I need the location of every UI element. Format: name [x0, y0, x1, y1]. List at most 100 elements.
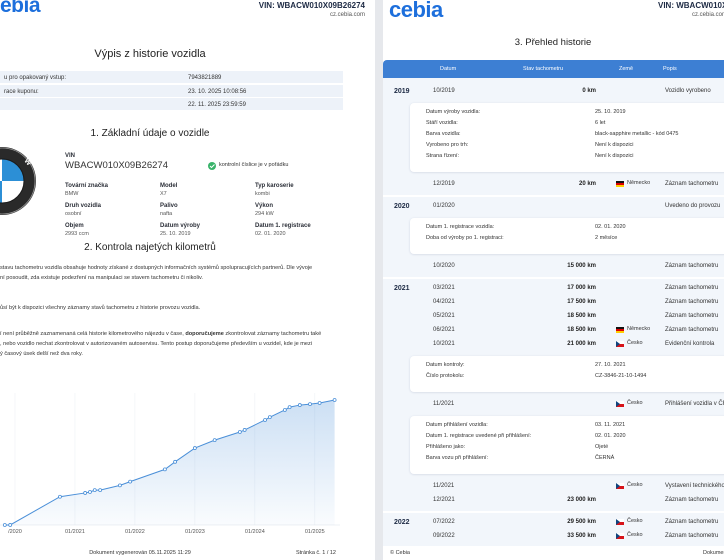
- mileage-point: [317, 401, 322, 405]
- entry-date: 10/2019: [433, 88, 455, 94]
- bmw-logo: W: [0, 147, 36, 215]
- detail-value: CZ-3846-21-10-1494: [595, 373, 647, 379]
- flag-stripe: [616, 340, 624, 344]
- footer-copyright: © Cebia: [390, 550, 410, 556]
- report-page-1: W /2020 01/2021 01/2022 01/2023 01/2024 01/20…: [0, 0, 375, 560]
- text-segment: ůsí být k dispozici všechny záznamy stav…: [0, 305, 201, 311]
- detail-value: 25. 10. 2019: [595, 109, 626, 115]
- flag-triangle: [616, 518, 620, 525]
- x-tick-label: 01/2023: [185, 529, 205, 535]
- mileage-point: [297, 403, 302, 407]
- mileage-point: [8, 523, 13, 527]
- field-value: 25. 10. 2019: [160, 231, 191, 237]
- entry-km: 21 000 km: [567, 341, 596, 347]
- entry-country: Německo: [627, 180, 651, 186]
- title: Výpis z historie vozidla: [94, 48, 206, 60]
- flag-stripe: [616, 184, 624, 187]
- detail-label: Barva vozu při přihlášení:: [426, 455, 489, 461]
- flag-icon: [616, 518, 624, 525]
- mileage-point: [118, 483, 122, 488]
- page-graphics: W /2020 01/2021 01/2022 01/2023 01/2024 01/20…: [0, 147, 340, 535]
- detail-box: [410, 356, 724, 392]
- flag-icon: [616, 180, 624, 187]
- flag-stripe: [616, 403, 624, 407]
- entry-date: 11/2021: [433, 401, 455, 407]
- coupon-row: [0, 71, 343, 83]
- text-segment: stavu tachometru vozidla obsahuje hodnot…: [0, 265, 313, 271]
- detail-label: Stáří vozidla:: [426, 120, 458, 126]
- detail-label: Datum kontroly:: [426, 362, 465, 368]
- paragraph-line: stavu tachometru vozidla obsahuje hodnot…: [0, 265, 312, 271]
- x-tick-label: 01/2021: [65, 529, 85, 535]
- entry-desc: Záznam tachometru: [665, 285, 719, 291]
- mileage-point: [282, 408, 287, 412]
- table-header: [383, 60, 724, 78]
- detail-value: ČERNÁ: [595, 455, 615, 461]
- mileage-point: [237, 430, 242, 434]
- field-label: Výkon: [255, 203, 274, 209]
- entry-date: 10/2020: [433, 263, 455, 269]
- entry-km: 0 km: [582, 88, 596, 94]
- title: 3. Přehled historie: [514, 37, 592, 48]
- footer-generated: Dokument vygenerován 05.11.2025 11:29: [89, 550, 191, 556]
- coupon-value: 22. 11. 2025 23:59:59: [188, 101, 246, 108]
- field-label: Model: [160, 183, 178, 189]
- entry-date: 07/2022: [433, 519, 455, 525]
- flag-stripe: [616, 330, 624, 333]
- vin-value: WBACW010X09B26274: [65, 160, 168, 171]
- entry-date: 03/2021: [433, 285, 455, 291]
- entry-desc: Přihlášení vozidla v ČR: [665, 401, 724, 407]
- text-segment: , nebo vozidlo nechat zkontrolovat v aut…: [0, 341, 313, 347]
- flag-triangle: [616, 340, 620, 347]
- field-label: Datum výroby: [160, 223, 201, 229]
- mileage-point: [212, 438, 217, 443]
- column-header: Datum: [440, 66, 457, 72]
- x-tick-label: 01/2024: [245, 529, 265, 535]
- text-segment: í není průběžně zaznamenaná celá histori…: [0, 331, 186, 337]
- flag-triangle: [616, 400, 620, 407]
- flag-stripe: [616, 400, 624, 404]
- flag-stripe: [616, 328, 624, 331]
- mileage-point: [263, 418, 267, 422]
- entry-desc: Záznam tachometru: [665, 533, 719, 539]
- entry-country: Česko: [627, 482, 643, 488]
- entry-km: 17 500 km: [567, 299, 596, 305]
- mileage-point: [242, 428, 247, 432]
- detail-box: [410, 416, 724, 474]
- entry-km: 18 500 km: [567, 327, 596, 333]
- detail-label: Datum 1. registrace vozidla:: [426, 224, 495, 230]
- mileage-point: [332, 398, 337, 402]
- coupon-value: 7943821889: [188, 74, 222, 81]
- field-value: osobní: [65, 211, 82, 217]
- vin-check: kontrolní číslice je v pořádku: [219, 162, 289, 168]
- flag-stripe: [616, 180, 624, 183]
- entry-desc: Záznam tachometru: [665, 519, 719, 525]
- group-separator: [383, 195, 724, 197]
- paragraph-line: ní posoudit, zda existuje podezření na m…: [0, 275, 203, 281]
- detail-value: 02. 01. 2020: [595, 433, 626, 439]
- coupon-label: race kuponu:: [4, 88, 39, 95]
- entry-date: 06/2021: [433, 327, 455, 333]
- detail-label: Číslo protokolu:: [426, 373, 465, 379]
- entry-km: 23 000 km: [567, 497, 596, 503]
- field-value: nafta: [160, 211, 173, 217]
- flag-stripe: [616, 485, 624, 489]
- mileage-point: [88, 490, 92, 494]
- footer-page: Stránka č. 1 / 12: [295, 550, 336, 556]
- entry-date: 11/2021: [433, 483, 455, 489]
- entry-date: 01/2020: [433, 203, 455, 209]
- paragraph-line: ůsí být k dispozici všechny záznamy stav…: [0, 305, 200, 311]
- entry-desc: Záznam tachometru: [665, 181, 719, 187]
- entry-date: 09/2022: [433, 533, 455, 539]
- logo: ebia: [0, 0, 41, 17]
- year-label: 2020: [394, 203, 410, 210]
- detail-value: 6 let: [595, 120, 606, 126]
- field-label: Druh vozidla: [65, 203, 102, 209]
- column-header: Popis: [663, 66, 677, 72]
- paragraph-line: , nebo vozidlo nechat zkontrolovat v aut…: [0, 341, 312, 347]
- coupon-label: u pro opakovaný vstup:: [4, 74, 67, 81]
- entry-km: 20 km: [578, 181, 596, 187]
- vin-check-icon: [208, 162, 216, 170]
- detail-label: Datum výroby vozidla:: [426, 109, 481, 115]
